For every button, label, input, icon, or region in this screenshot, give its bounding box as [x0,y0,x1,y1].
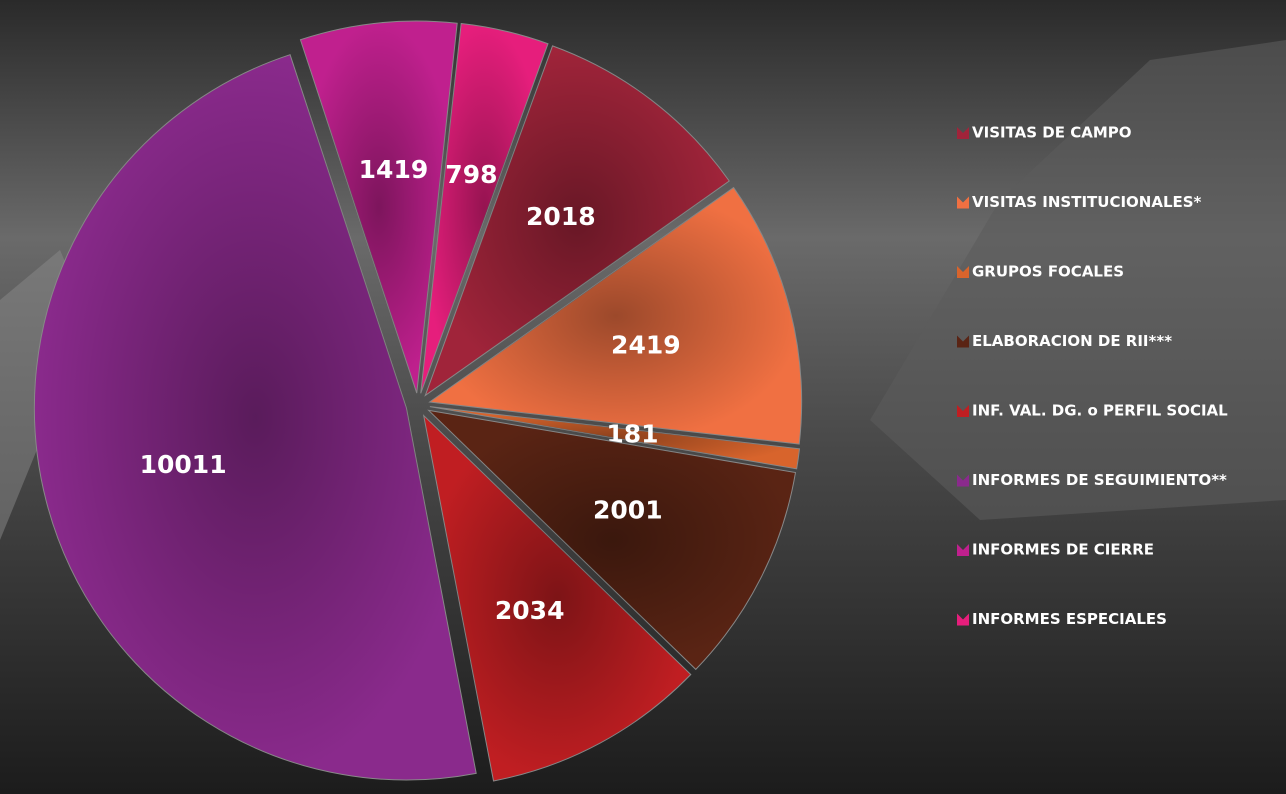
data-label: 2034 [495,596,565,625]
data-label: 2419 [611,331,681,360]
legend-label: VISITAS INSTITUCIONALES* [972,193,1202,211]
chart: 2018241918120012034100111419798 VISITAS … [0,0,1286,794]
legend-label: INF. VAL. DG. o PERFIL SOCIAL [972,402,1228,420]
data-label: 10011 [140,450,227,479]
legend-label: ELABORACION DE RII*** [972,332,1172,350]
legend-label: INFORMES DE CIERRE [972,541,1154,559]
data-label: 2018 [526,202,596,231]
legend-label: VISITAS DE CAMPO [972,124,1132,142]
legend-label: GRUPOS FOCALES [972,263,1124,281]
legend-label: INFORMES DE SEGUIMIENTO** [972,471,1227,489]
data-label: 1419 [359,155,429,184]
legend-label: INFORMES ESPECIALES [972,610,1167,628]
data-label: 798 [445,160,497,189]
data-label: 2001 [593,495,663,524]
